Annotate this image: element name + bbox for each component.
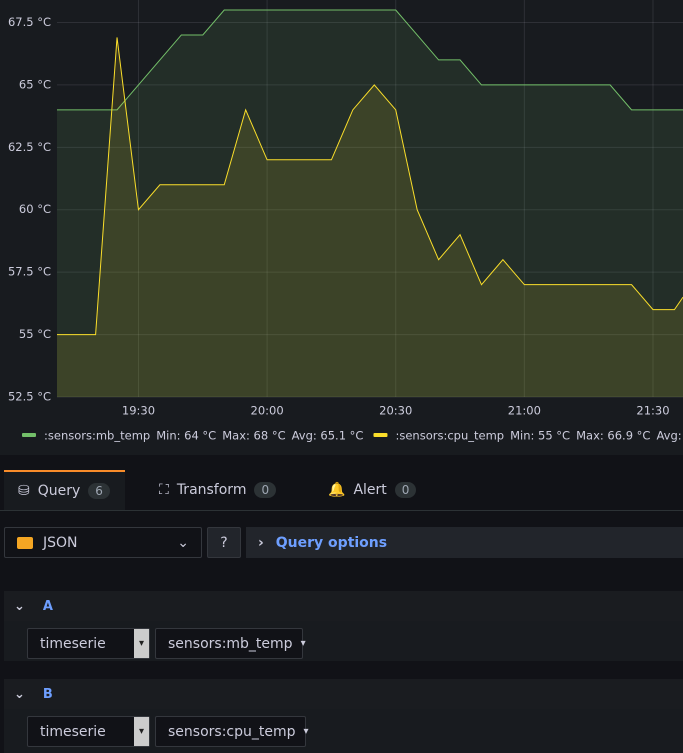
icon: 🔔	[328, 482, 346, 498]
y-tick-label: 65 °C	[19, 77, 51, 91]
y-tick-label: 62.5 °C	[8, 140, 51, 154]
tab-transform[interactable]: ⛶ Transform 0	[145, 470, 290, 510]
y-tick-label: 60 °C	[19, 202, 51, 216]
query-type: timeserie	[40, 723, 106, 740]
help-button[interactable]: ?	[207, 527, 241, 558]
query-target: sensors:cpu_temp	[168, 723, 296, 740]
caret: ▾	[303, 726, 309, 737]
x-tick-label: 21:30	[636, 404, 669, 418]
tab-label: Alert	[353, 482, 387, 498]
y-tick-label: 67.5 °C	[8, 15, 51, 29]
legend-name: :sensors:mb_temp	[44, 429, 150, 443]
legend-swatch	[22, 433, 36, 437]
chevron: ⌄	[14, 598, 25, 614]
tab-count: 0	[394, 482, 417, 498]
caret: ▾	[300, 638, 306, 649]
legend-swatch	[373, 433, 388, 437]
chevron: ›	[258, 534, 264, 551]
type-select[interactable]: timeserie ▾	[27, 716, 150, 747]
legend-stat: Max: 68 °C	[222, 429, 285, 443]
legend-stat: Max: 66.9 °C	[576, 429, 650, 443]
x-tick-label: 20:00	[251, 404, 284, 418]
chevron: ⌄	[14, 686, 25, 702]
y-tick-label: 52.5 °C	[8, 390, 51, 404]
type-select[interactable]: timeserie ▾	[27, 628, 150, 659]
tab-count: 0	[254, 482, 277, 498]
x-tick-label: 20:30	[379, 404, 412, 418]
series-line	[57, 9, 683, 111]
chevron: ▾	[134, 629, 149, 658]
divider	[0, 510, 683, 511]
y-tick-label: 55 °C	[19, 327, 51, 341]
legend-stat: Min: 64 °C	[156, 429, 216, 443]
tab-alert[interactable]: 🔔 Alert 0	[314, 470, 430, 510]
legend-stat: Avg: 65.1 °C	[292, 429, 364, 443]
query-options-label: Query options	[275, 534, 388, 551]
ds-icon	[17, 536, 33, 549]
query-target: sensors:mb_temp	[168, 635, 293, 652]
area-fill	[57, 37, 683, 398]
datasource-picker[interactable]: JSON ⌄	[4, 527, 202, 558]
x-tick-label: 19:30	[122, 404, 155, 418]
legend-stat: Min: 55 °C	[510, 429, 570, 443]
query-ref: B	[42, 686, 53, 702]
tab-count: 6	[88, 483, 110, 499]
x-tick-label: 21:00	[508, 404, 541, 418]
tab-query[interactable]: ⛁ Query 6	[4, 470, 125, 510]
target-select[interactable]: sensors:mb_temp ▾	[155, 628, 306, 659]
target-select[interactable]: sensors:cpu_temp ▾	[155, 716, 309, 747]
area-fill	[57, 9, 683, 397]
query-row[interactable]: ⌄ A	[4, 591, 683, 621]
datasource: JSON	[17, 535, 78, 551]
series-line	[57, 37, 683, 336]
chevron: ⌄	[177, 534, 189, 551]
icon: ⛶	[159, 482, 169, 498]
query-type: timeserie	[40, 635, 106, 652]
chevron: ▾	[134, 717, 149, 746]
tab-label: Query	[37, 483, 81, 499]
chart: 52.5 °C 55 °C 57.5 °C 60 °C 62.5 °C 65 °C 67.5…	[7, 0, 683, 443]
query-row[interactable]: ⌄ B	[4, 679, 683, 709]
legend-name: :sensors:cpu_temp	[395, 429, 504, 443]
ds-name: JSON	[43, 534, 78, 551]
query-ref: A	[42, 598, 53, 614]
query-options[interactable]: › Query options	[246, 527, 683, 558]
tab-label: Transform	[176, 482, 247, 498]
legend-stat: Avg: 58.1 °C	[656, 429, 683, 443]
y-tick-label: 57.5 °C	[8, 265, 51, 279]
icon: ⛁	[18, 483, 30, 499]
